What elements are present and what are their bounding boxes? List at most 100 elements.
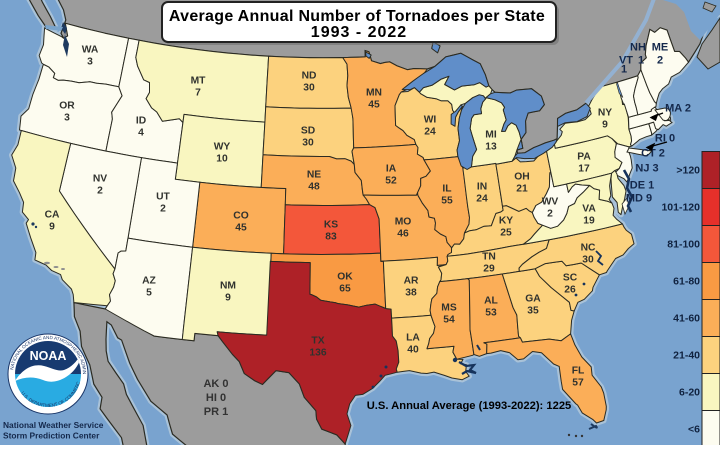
svg-text:NC: NC (581, 243, 596, 254)
svg-text:OR: OR (59, 101, 75, 112)
svg-text:TX: TX (311, 336, 324, 347)
svg-text:VA: VA (582, 204, 596, 215)
svg-text:3: 3 (64, 113, 70, 124)
svg-text:KY: KY (499, 216, 513, 227)
svg-text:GA: GA (525, 294, 541, 305)
svg-text:24: 24 (476, 194, 488, 205)
svg-text:OH: OH (514, 172, 529, 183)
svg-text:NV: NV (93, 174, 107, 185)
svg-text:1993 - 2022: 1993 - 2022 (311, 24, 407, 41)
svg-text:9: 9 (49, 222, 55, 233)
svg-text:41-60: 41-60 (673, 313, 700, 325)
svg-text:UT: UT (156, 192, 170, 203)
svg-text:NJ 3: NJ 3 (635, 163, 658, 175)
svg-text:AK 0: AK 0 (203, 378, 228, 390)
svg-text:LA: LA (406, 333, 420, 344)
svg-text:ND: ND (302, 71, 317, 82)
svg-text:45: 45 (235, 223, 247, 234)
svg-text:61-80: 61-80 (673, 276, 700, 288)
svg-text:WI: WI (424, 115, 437, 126)
svg-text:21: 21 (516, 184, 528, 195)
svg-text:48: 48 (308, 182, 320, 193)
svg-text:NE: NE (307, 170, 321, 181)
svg-text:5: 5 (146, 288, 152, 299)
svg-text:Average Annual Number of Torna: Average Annual Number of Tornadoes per S… (169, 8, 545, 25)
svg-text:Storm Prediction Center: Storm Prediction Center (3, 431, 100, 441)
svg-text:AL: AL (484, 296, 498, 307)
svg-text:OK: OK (337, 272, 353, 283)
svg-text:83: 83 (325, 232, 337, 243)
svg-text:52: 52 (385, 176, 397, 187)
svg-text:NY: NY (598, 108, 612, 119)
svg-text:13: 13 (485, 142, 497, 153)
svg-text:2: 2 (657, 55, 663, 67)
svg-text:57: 57 (572, 378, 584, 389)
svg-text:PA: PA (577, 152, 591, 163)
svg-text:3: 3 (87, 57, 93, 68)
svg-text:2: 2 (547, 209, 553, 220)
svg-text:DE 1: DE 1 (630, 180, 654, 192)
svg-text:<6: <6 (688, 424, 700, 436)
svg-text:FL: FL (572, 366, 585, 377)
svg-text:>120: >120 (676, 165, 700, 177)
svg-text:2: 2 (97, 186, 103, 197)
svg-text:53: 53 (485, 308, 497, 319)
svg-text:MA 2: MA 2 (665, 103, 691, 115)
svg-text:26: 26 (564, 285, 576, 296)
svg-text:CO: CO (233, 211, 248, 222)
svg-text:ID: ID (136, 116, 146, 127)
svg-text:30: 30 (303, 83, 315, 94)
svg-text:1: 1 (638, 55, 644, 67)
svg-text:30: 30 (302, 138, 314, 149)
svg-text:HI 0: HI 0 (206, 392, 226, 404)
svg-text:SD: SD (301, 126, 315, 137)
svg-text:9: 9 (602, 120, 608, 131)
svg-text:1: 1 (621, 64, 627, 76)
svg-text:136: 136 (309, 348, 326, 359)
svg-text:MN: MN (366, 88, 382, 99)
svg-text:24: 24 (424, 127, 436, 138)
svg-text:WY: WY (214, 142, 231, 153)
svg-text:IN: IN (477, 182, 487, 193)
svg-text:35: 35 (527, 306, 539, 317)
svg-text:MO: MO (395, 217, 412, 228)
svg-text:25: 25 (500, 228, 512, 239)
svg-text:National Weather Service: National Weather Service (3, 420, 104, 430)
svg-text:MS: MS (441, 303, 457, 314)
svg-text:46: 46 (397, 229, 409, 240)
svg-text:AZ: AZ (142, 276, 156, 287)
svg-text:SC: SC (563, 273, 578, 284)
svg-text:VT: VT (619, 55, 633, 67)
svg-text:PR 1: PR 1 (204, 406, 228, 418)
svg-text:WA: WA (82, 45, 99, 56)
svg-text:AR: AR (404, 276, 419, 287)
svg-text:IA: IA (386, 164, 397, 175)
svg-text:17: 17 (578, 164, 590, 175)
svg-text:101-120: 101-120 (661, 202, 700, 214)
svg-text:CA: CA (45, 210, 60, 221)
svg-text:MD 9: MD 9 (626, 193, 652, 205)
svg-text:65: 65 (339, 284, 351, 295)
svg-text:40: 40 (407, 345, 419, 356)
svg-text:29: 29 (483, 264, 495, 275)
svg-text:RI 0: RI 0 (655, 133, 675, 145)
svg-text:7: 7 (195, 88, 201, 99)
svg-text:30: 30 (582, 255, 594, 266)
svg-text:9: 9 (225, 293, 231, 304)
svg-text:4: 4 (138, 128, 144, 139)
svg-text:55: 55 (441, 196, 453, 207)
svg-text:NOAA: NOAA (30, 349, 67, 363)
svg-text:38: 38 (405, 288, 417, 299)
svg-text:CT 2: CT 2 (641, 148, 665, 160)
svg-text:ME: ME (652, 42, 669, 54)
svg-text:U.S. Annual Average (1993-2022: U.S. Annual Average (1993-2022): 1225 (367, 400, 572, 412)
svg-text:45: 45 (368, 100, 380, 111)
svg-text:IL: IL (442, 184, 451, 195)
svg-text:NH: NH (630, 42, 646, 54)
svg-text:21-40: 21-40 (673, 350, 700, 362)
svg-text:NM: NM (220, 281, 236, 292)
svg-text:KS: KS (324, 220, 338, 231)
svg-text:10: 10 (216, 154, 228, 165)
svg-text:MT: MT (191, 76, 207, 87)
svg-text:2: 2 (160, 204, 166, 215)
